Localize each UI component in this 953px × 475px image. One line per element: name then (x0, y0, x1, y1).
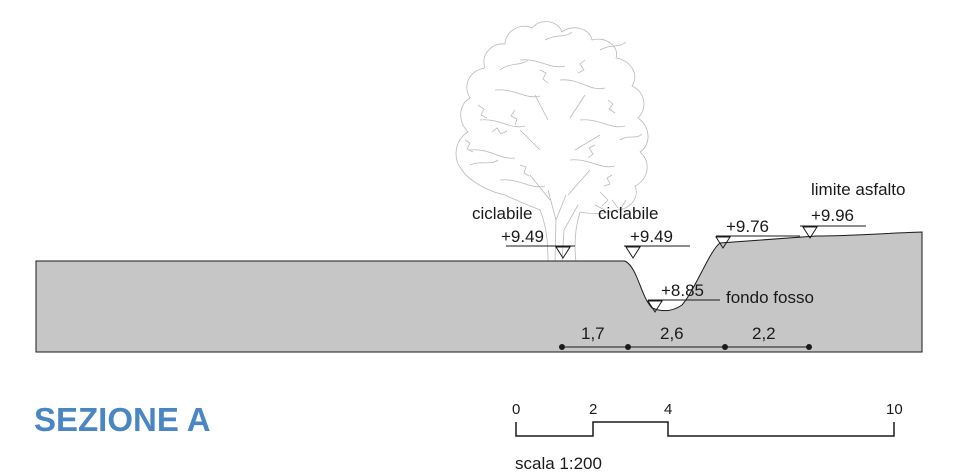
scale-tick-4: 4 (664, 401, 672, 418)
dimension-node (625, 344, 631, 350)
elevation-marker-fondo-fosso (647, 299, 720, 313)
elevation-ciclabile-right: +9.49 (630, 227, 673, 246)
elevation-marker-ciclabile-right (624, 245, 690, 259)
dimension-value-3: 2,2 (752, 324, 776, 343)
elevation-marker-ciclabile-left (506, 245, 575, 259)
dimension-node (722, 344, 728, 350)
label-ciclabile-left: ciclabile (472, 204, 532, 223)
scale-tick-0: 0 (512, 401, 520, 418)
dimension-node (559, 344, 565, 350)
label-fondo-fosso: fondo fosso (726, 288, 814, 307)
scale-tick-10: 10 (886, 401, 903, 418)
section-title: SEZIONE A (34, 401, 211, 438)
dimension-value-1: 1,7 (581, 324, 605, 343)
label-ciclabile-right: ciclabile (598, 204, 658, 223)
dimension-node (806, 344, 812, 350)
scale-bar: 0 2 4 10 scala 1:200 (512, 401, 903, 473)
dimension-line: 1,7 2,6 2,2 (559, 324, 812, 350)
elevation-bank: +9.76 (726, 217, 769, 236)
elevation-ciclabile-left: +9.49 (501, 227, 544, 246)
dimension-value-2: 2,6 (660, 324, 684, 343)
scale-label: scala 1:200 (515, 454, 602, 473)
scale-tick-2: 2 (589, 401, 597, 418)
label-limite-asfalto: limite asfalto (811, 180, 905, 199)
elevation-marker-bank (715, 235, 800, 249)
tree-illustration (455, 21, 649, 263)
elevation-limite-asfalto: +9.96 (811, 206, 854, 225)
elevation-marker-limite-asfalto (800, 225, 866, 239)
elevation-fondo-fosso: +8.85 (661, 281, 704, 300)
